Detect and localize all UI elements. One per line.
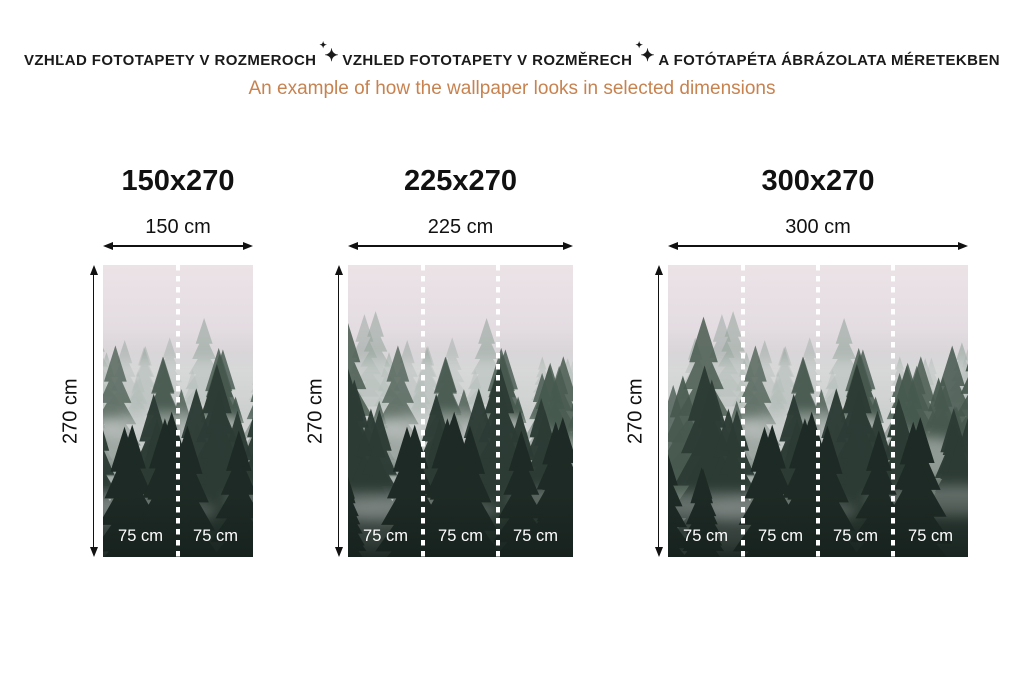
panel-width-label: 75 cm [683,526,728,545]
panel-width-label: 75 cm [758,526,803,545]
height-dimension-label: 270 cm [59,378,82,444]
sparkle-big-star: ✦ [640,46,656,65]
height-dimension-label: 270 cm [304,378,327,444]
header: VZHĽAD FOTOTAPETY V ROZMEROCH ✦ ✦ VZHLED FO… [0,0,1024,100]
figure-grid: 150x270 150 cm 270 cm 75 cm 75 cm [58,165,253,557]
panel-width-label: 75 cm [908,526,953,545]
horizontal-measure-arrow-icon [103,241,253,251]
sparkle-big-star: ✦ [324,46,340,65]
panel-overlay: 75 cm 75 cm 75 cm [348,264,573,557]
wallpaper-panel-2: 75 cm [176,264,253,557]
figure-corner-spacer [303,166,348,265]
figure-corner-spacer [623,166,668,265]
arrow-line [358,245,563,247]
figure-grid: 225x270 225 cm 270 cm 75 cm 75 cm 75 cm [303,165,573,557]
sparkle-small-star: ✦ [319,40,328,50]
panel-width-label: 75 cm [438,526,483,545]
figure-top-measures: 300x270 300 cm [668,165,968,265]
wallpaper-preview: 75 cm 75 cm 75 cm [348,264,573,557]
header-language-1: VZHLED FOTOTAPETY V ROZMĚRECH [342,52,633,69]
wallpaper-preview: 75 cm 75 cm [103,264,253,557]
size-figure-150x270: 150x270 150 cm 270 cm 75 cm 75 cm [58,165,253,557]
arrow-line [657,274,660,547]
header-subtitle: An example of how the wallpaper looks in… [248,78,776,99]
arrow-line [678,245,958,247]
sparkle-icon: ✦ ✦ [635,41,656,66]
wallpaper-panel-1: 75 cm [668,265,743,557]
header-language-2: A FOTÓTAPÉTA ÁBRÁZOLATA MÉRETEKBEN [658,52,1001,69]
width-dimension-label: 225 cm [427,215,494,238]
arrow-line [337,274,340,547]
wallpaper-panel-2: 75 cm [421,264,498,557]
width-dimension-label: 150 cm [145,215,211,238]
horizontal-measure-arrow-icon [348,241,573,251]
horizontal-measure-arrow-icon [668,241,968,251]
panel-width-label: 75 cm [193,526,238,545]
size-figure-225x270: 225x270 225 cm 270 cm 75 cm 75 cm 75 cm [303,165,573,557]
panel-width-label: 75 cm [118,526,163,545]
size-figure-300x270: 300x270 300 cm 270 cm 75 cm 75 cm 75 cm 75 … [623,165,968,557]
width-dimension-label: 300 cm [785,215,851,238]
panel-divider-dashed-line [741,264,745,557]
header-language-0: VZHĽAD FOTOTAPETY V ROZMEROCH [23,52,317,69]
panel-divider-dashed-line [496,264,500,557]
figure-grid: 300x270 300 cm 270 cm 75 cm 75 cm 75 cm 75 … [623,165,968,557]
panel-width-label: 75 cm [833,526,878,545]
wallpaper-panel-3: 75 cm [816,264,893,557]
panel-divider-dashed-line [891,264,895,557]
size-title: 150x270 [121,165,235,197]
arrow-line [113,245,243,247]
figure-corner-spacer [58,166,103,265]
panel-overlay: 75 cm 75 cm [103,264,253,557]
panel-width-label: 75 cm [513,526,558,545]
vertical-measure-arrow-icon [84,265,103,557]
vertical-measure-arrow-icon [329,265,348,557]
panel-overlay: 75 cm 75 cm 75 cm 75 cm [668,264,968,557]
panel-width-label: 75 cm [363,526,408,545]
size-title: 225x270 [404,165,517,197]
vertical-measure-arrow-icon [649,265,668,557]
sparkle-small-star: ✦ [635,40,644,50]
figure-top-measures: 150x270 150 cm [103,165,253,265]
sparkle-icon: ✦ ✦ [319,41,340,66]
panel-divider-dashed-line [421,264,425,557]
size-title: 300x270 [761,165,875,197]
wallpaper-panel-4: 75 cm [891,264,968,557]
wallpaper-preview: 75 cm 75 cm 75 cm 75 cm [668,264,968,557]
wallpaper-panel-3: 75 cm [496,264,573,557]
wallpaper-panel-1: 75 cm [103,265,178,557]
figure-left-measures: 270 cm [58,265,103,557]
header-title-multilang: VZHĽAD FOTOTAPETY V ROZMEROCH ✦ ✦ VZHLED FO… [0,41,1024,71]
wallpaper-panel-1: 75 cm [348,265,423,557]
arrow-line [92,274,95,547]
panel-divider-dashed-line [816,264,820,557]
panel-divider-dashed-line [176,264,180,557]
figure-left-measures: 270 cm [303,265,348,557]
wallpaper-panel-2: 75 cm [741,264,818,557]
figure-top-measures: 225x270 225 cm [348,165,573,265]
figure-left-measures: 270 cm [623,265,668,557]
foggy-forest-image [348,264,573,557]
figures-row: 150x270 150 cm 270 cm 75 cm 75 cm [0,165,1024,557]
height-dimension-label: 270 cm [624,378,647,444]
